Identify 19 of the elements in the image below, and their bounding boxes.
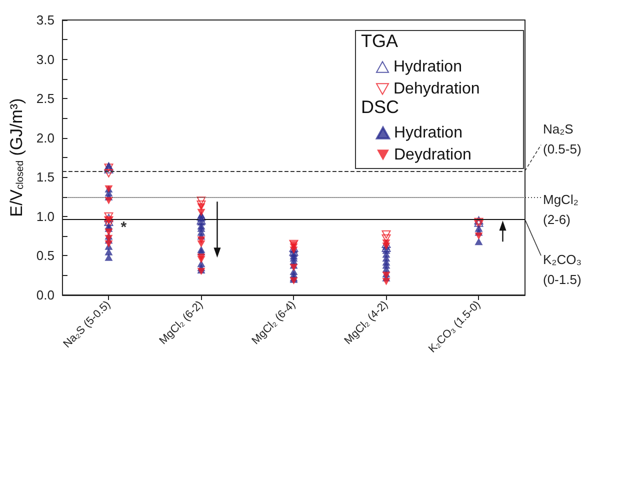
annotation: * (120, 218, 127, 236)
y-tick-label: 3.5 (36, 12, 54, 28)
legend-label: Dehydration (394, 80, 480, 98)
y-tick-label: 2.5 (36, 91, 54, 106)
annotation: TGA (361, 31, 398, 51)
y-tick-label: 0.5 (36, 248, 54, 264)
ref-line-label: K₂CO₃ (0-1.5) (543, 252, 582, 288)
legend-label: Hydration (394, 124, 462, 142)
y-tick-label: 1.0 (36, 208, 54, 224)
y-tick-label: 2.0 (36, 130, 54, 146)
y-axis-title: E/Vclosed (GJ/m³) (7, 98, 26, 217)
y-tick-label: 1.5 (36, 170, 54, 185)
ref-line-label: Na₂S (0.5-5) (543, 121, 582, 156)
annotation: DSC (361, 97, 400, 117)
legend-label: Deydration (394, 146, 472, 164)
legend-label: Hydration (394, 58, 462, 76)
y-tick-label: 3.0 (36, 52, 54, 67)
legend-label: MgCl₂ (2-6) (543, 192, 578, 228)
y-tick-label: 0.0 (36, 288, 54, 302)
